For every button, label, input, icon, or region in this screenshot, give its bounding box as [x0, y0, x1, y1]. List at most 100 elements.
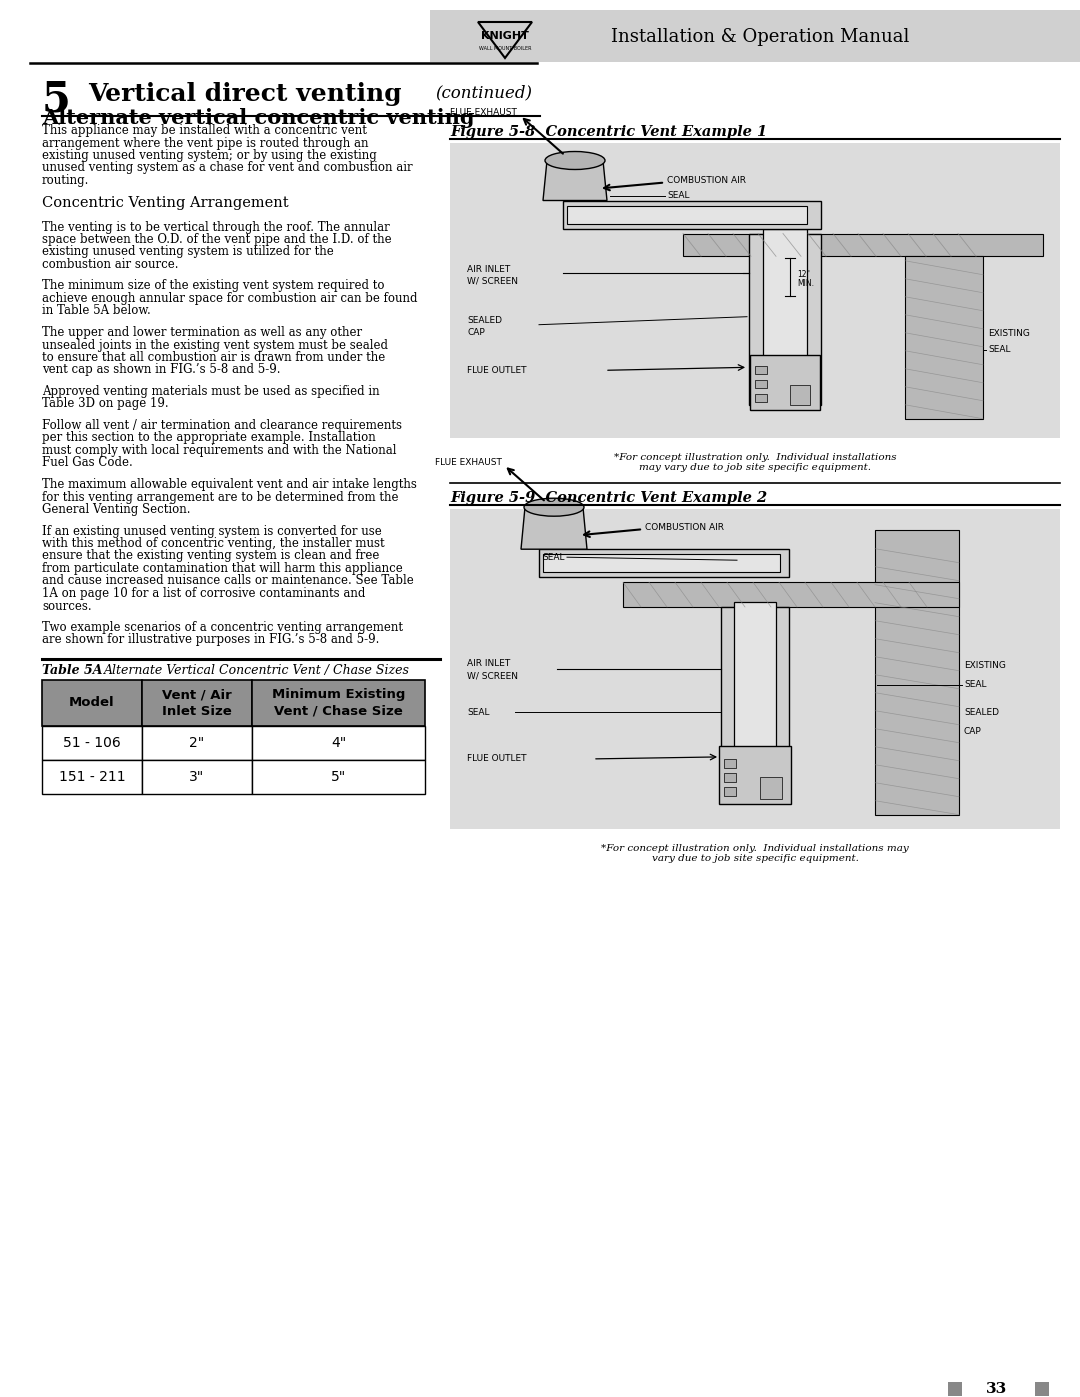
Text: Minimum Existing
Vent / Chase Size: Minimum Existing Vent / Chase Size — [272, 687, 405, 718]
Text: FLUE OUTLET: FLUE OUTLET — [467, 754, 527, 763]
Text: Vertical direct venting: Vertical direct venting — [87, 82, 402, 106]
Text: 151 - 211: 151 - 211 — [58, 770, 125, 784]
Text: routing.: routing. — [42, 175, 90, 187]
Text: 51 - 106: 51 - 106 — [63, 736, 121, 750]
Text: space between the O.D. of the vent pipe and the I.D. of the: space between the O.D. of the vent pipe … — [42, 233, 392, 246]
Text: Figure 5-8  Concentric Vent Example 1: Figure 5-8 Concentric Vent Example 1 — [450, 124, 767, 138]
Text: FLUE EXHAUST: FLUE EXHAUST — [435, 458, 502, 467]
Polygon shape — [521, 507, 588, 549]
Text: General Venting Section.: General Venting Section. — [42, 503, 190, 515]
Text: CAP: CAP — [467, 328, 485, 337]
Text: W/ SCREEN: W/ SCREEN — [467, 672, 518, 680]
Text: sources.: sources. — [42, 599, 92, 612]
Bar — [875, 529, 959, 814]
Text: with this method of concentric venting, the installer must: with this method of concentric venting, … — [42, 536, 384, 550]
Bar — [42, 680, 141, 726]
Bar — [719, 746, 791, 805]
Bar — [760, 777, 782, 799]
Text: in Table 5A below.: in Table 5A below. — [42, 305, 151, 317]
Bar — [724, 787, 735, 796]
Bar — [543, 555, 780, 573]
Bar — [430, 10, 1080, 61]
Text: existing unused venting system; or by using the existing: existing unused venting system; or by us… — [42, 149, 377, 162]
Text: The upper and lower termination as well as any other: The upper and lower termination as well … — [42, 326, 362, 339]
Text: COMBUSTION AIR: COMBUSTION AIR — [667, 176, 746, 184]
Text: SEAL: SEAL — [667, 191, 689, 200]
Text: Approved venting materials must be used as specified in: Approved venting materials must be used … — [42, 386, 380, 398]
Text: 5": 5" — [330, 770, 346, 784]
Bar — [252, 760, 426, 793]
Text: WALL MOUNT BOILER: WALL MOUNT BOILER — [478, 46, 531, 52]
Text: and cause increased nuisance calls or maintenance. See Table: and cause increased nuisance calls or ma… — [42, 574, 414, 588]
Text: to ensure that all combustion air is drawn from under the: to ensure that all combustion air is dra… — [42, 351, 386, 365]
Text: ensure that the existing venting system is clean and free: ensure that the existing venting system … — [42, 549, 379, 563]
Bar — [724, 773, 735, 782]
Bar — [141, 760, 252, 793]
Bar — [750, 233, 821, 405]
Text: If an existing unused venting system is converted for use: If an existing unused venting system is … — [42, 524, 381, 538]
Text: CAP: CAP — [964, 726, 982, 735]
Bar — [750, 355, 820, 409]
Text: Vent / Air
Inlet Size: Vent / Air Inlet Size — [162, 687, 232, 718]
Bar — [252, 680, 426, 726]
Bar — [755, 394, 767, 401]
Text: SEAL: SEAL — [964, 680, 986, 689]
Text: EXISTING: EXISTING — [964, 661, 1005, 671]
Text: from particulate contamination that will harm this appliance: from particulate contamination that will… — [42, 562, 403, 576]
Text: Follow all vent / air termination and clearance requirements: Follow all vent / air termination and cl… — [42, 419, 402, 432]
Text: 5: 5 — [42, 78, 71, 120]
Text: SEAL: SEAL — [988, 345, 1011, 355]
Bar — [1035, 1382, 1049, 1396]
Text: AIR INLET: AIR INLET — [467, 659, 510, 669]
Bar — [683, 233, 1043, 256]
Bar — [755, 366, 767, 373]
Bar — [755, 380, 767, 387]
Text: This appliance may be installed with a concentric vent: This appliance may be installed with a c… — [42, 124, 367, 137]
Bar — [623, 583, 959, 608]
Bar — [539, 549, 789, 577]
Text: arrangement where the vent pipe is routed through an: arrangement where the vent pipe is route… — [42, 137, 368, 149]
Bar — [42, 726, 141, 760]
Text: 2": 2" — [189, 736, 204, 750]
Text: SEAL: SEAL — [467, 708, 489, 717]
Text: The maximum allowable equivalent vent and air intake lengths: The maximum allowable equivalent vent an… — [42, 478, 417, 490]
Text: are shown for illustrative purposes in FIG.’s 5-8 and 5-9.: are shown for illustrative purposes in F… — [42, 633, 379, 647]
Bar — [724, 759, 735, 768]
Bar — [450, 509, 1059, 828]
Text: Two example scenarios of a concentric venting arrangement: Two example scenarios of a concentric ve… — [42, 622, 403, 634]
Bar — [42, 760, 141, 793]
Text: Installation & Operation Manual: Installation & Operation Manual — [611, 28, 909, 46]
Polygon shape — [543, 161, 607, 201]
Bar — [721, 608, 789, 799]
Ellipse shape — [524, 499, 584, 517]
Text: Table 5A: Table 5A — [42, 664, 103, 678]
Text: 33: 33 — [986, 1382, 1008, 1396]
Bar — [563, 201, 821, 229]
Text: Alternate Vertical Concentric Vent / Chase Sizes: Alternate Vertical Concentric Vent / Cha… — [104, 664, 410, 678]
Text: combustion air source.: combustion air source. — [42, 258, 178, 271]
Text: Alternate vertical concentric venting: Alternate vertical concentric venting — [42, 108, 474, 129]
Bar — [789, 384, 810, 405]
Bar — [141, 680, 252, 726]
Text: The minimum size of the existing vent system required to: The minimum size of the existing vent sy… — [42, 279, 384, 292]
Text: KNIGHT: KNIGHT — [481, 31, 529, 41]
Text: unsealed joints in the existing vent system must be sealed: unsealed joints in the existing vent sys… — [42, 338, 388, 352]
Text: EXISTING: EXISTING — [988, 330, 1030, 338]
Text: *For concept illustration only.  Individual installations may
vary due to job si: *For concept illustration only. Individu… — [602, 844, 909, 863]
Bar — [734, 602, 777, 789]
Text: W/ SCREEN: W/ SCREEN — [467, 277, 518, 286]
Text: Fuel Gas Code.: Fuel Gas Code. — [42, 457, 133, 469]
Bar — [905, 256, 983, 419]
Text: existing unused venting system is utilized for the: existing unused venting system is utiliz… — [42, 246, 334, 258]
Text: FLUE EXHAUST: FLUE EXHAUST — [450, 108, 517, 117]
Text: achieve enough annular space for combustion air can be found: achieve enough annular space for combust… — [42, 292, 418, 305]
Text: Table 3D on page 19.: Table 3D on page 19. — [42, 398, 168, 411]
Text: unused venting system as a chase for vent and combustion air: unused venting system as a chase for ven… — [42, 162, 413, 175]
Bar — [762, 229, 807, 394]
Ellipse shape — [545, 151, 605, 169]
Text: 12": 12" — [797, 270, 810, 279]
Bar — [948, 1382, 962, 1396]
Text: Figure 5-9  Concentric Vent Example 2: Figure 5-9 Concentric Vent Example 2 — [450, 490, 767, 504]
Text: *For concept illustration only.  Individual installations
may vary due to job si: *For concept illustration only. Individu… — [613, 453, 896, 472]
Bar — [252, 726, 426, 760]
